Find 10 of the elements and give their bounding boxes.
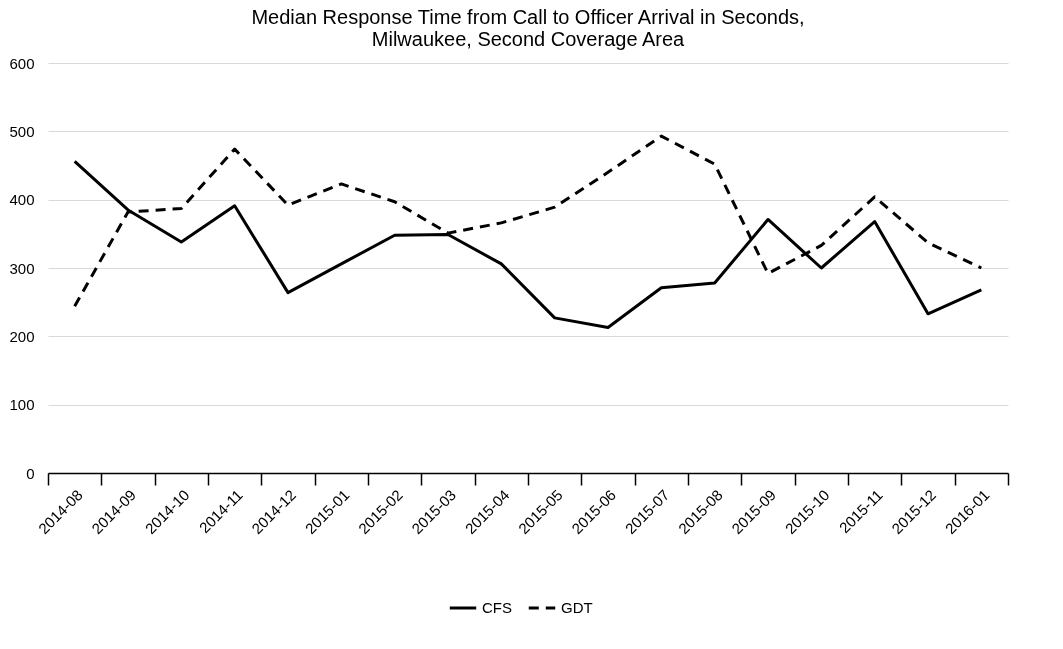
y-tick-label: 100 bbox=[9, 396, 35, 414]
y-tick-label: 300 bbox=[9, 259, 35, 277]
y-tick-label: 400 bbox=[9, 191, 35, 209]
legend-label: GDT bbox=[561, 599, 593, 616]
chart-title: Median Response Time from Call to Officer Arrival in Seconds, Milwaukee, Second Coverage Area bbox=[251, 6, 805, 50]
y-tick-label: 600 bbox=[9, 54, 35, 72]
y-tick-label: 0 bbox=[26, 464, 35, 482]
legend-label: CFS bbox=[482, 599, 512, 616]
y-tick-label: 500 bbox=[9, 122, 35, 140]
y-tick-label: 200 bbox=[9, 327, 35, 345]
